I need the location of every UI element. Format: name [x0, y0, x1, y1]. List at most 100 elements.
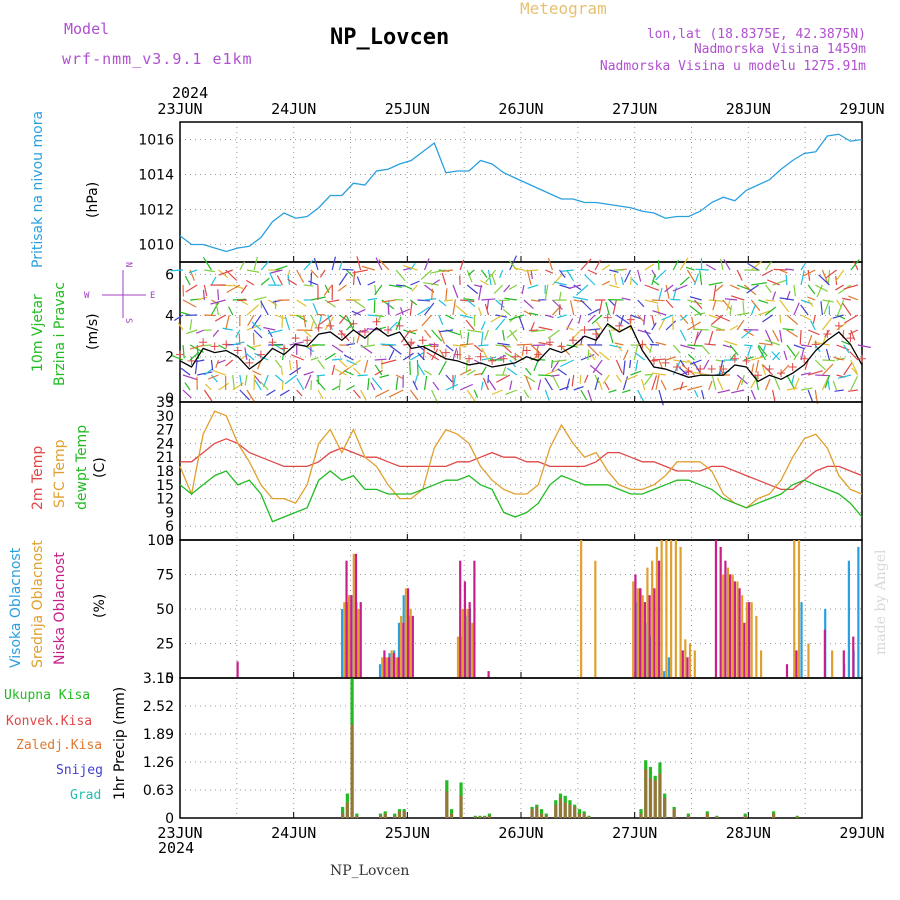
wind-arrow [388, 284, 402, 288]
wind-arrow [296, 299, 307, 307]
wind-arrow [395, 269, 406, 282]
wind-gust-marker [453, 350, 462, 359]
wind-gust-marker [210, 342, 219, 351]
precip-conv-bar [459, 795, 463, 818]
wind-arrow [729, 324, 739, 331]
cloud-mid-bar [655, 546, 659, 678]
cloud-low-bar [738, 588, 741, 678]
compass-rose: W E N S [84, 262, 155, 323]
wind-arrow [812, 314, 816, 324]
wind-arrow [843, 284, 859, 290]
wind-arrow [843, 362, 853, 376]
wind-arrow [319, 269, 326, 278]
wind-arrow [807, 389, 814, 402]
wind-arrow [486, 299, 490, 310]
wind-arrow [800, 304, 809, 316]
precip-conv-bar [393, 815, 397, 818]
wind-arrow [575, 284, 589, 296]
wind-arrow [552, 299, 563, 310]
cloud-mid-bar [722, 574, 725, 678]
wind-gust-marker [303, 336, 312, 345]
cloud-low-bar [388, 657, 391, 678]
cloud-low-bar [406, 588, 410, 678]
wind-arrow [499, 269, 504, 279]
y-tick-label: 18 [156, 464, 174, 480]
wind-gust-marker [696, 365, 705, 374]
cloud-mid-bar [381, 657, 384, 678]
wind-arrow [637, 269, 642, 282]
wind-arrow [402, 264, 418, 271]
wind-arrow [679, 329, 687, 342]
wind-gust-marker [684, 367, 693, 376]
wind-arrow [850, 359, 858, 374]
wind-arrow [710, 314, 724, 326]
wind-gust-marker [407, 338, 416, 347]
wind-arrow [484, 303, 490, 316]
wind-arrow [402, 284, 413, 290]
wind-arrow [239, 374, 243, 387]
wind-arrow [202, 257, 212, 271]
day-label: 29JUN [839, 824, 884, 842]
wind-arrow [431, 329, 443, 342]
wind-arrow [182, 299, 197, 308]
wind-gust-marker [337, 330, 346, 339]
wind-arrow [378, 259, 390, 271]
wind-arrow [580, 258, 592, 271]
wind-arrow [658, 287, 663, 301]
wind-arrow [687, 359, 695, 367]
wind-arrow [608, 299, 616, 307]
temp-ylabel-2: SFC Temp [52, 439, 68, 508]
wind-arrow [649, 344, 653, 354]
wind-arrow [559, 359, 574, 368]
wind-arrow [247, 314, 255, 327]
wind-arrow [736, 269, 743, 281]
day-label: 29JUN [839, 100, 884, 118]
wind-arrow [838, 374, 851, 379]
wind-arrow [608, 329, 614, 344]
wind-arrow [195, 359, 205, 363]
day-label: 25JUN [385, 824, 430, 842]
wind-arrow [202, 289, 205, 301]
wind-arrow [566, 378, 571, 391]
wind-arrow [432, 381, 440, 391]
day-label: 27JUN [612, 100, 657, 118]
cloud-low-bar [729, 574, 732, 678]
wind-arrow [736, 374, 748, 385]
wind-arrow [637, 299, 645, 308]
wind-arrow [310, 269, 319, 279]
wind-arrow [853, 261, 859, 271]
wind-arrow [374, 284, 383, 296]
wind-arrow [602, 374, 610, 384]
wind-arrow [488, 379, 497, 391]
wind-arrow [338, 329, 350, 342]
wind-arrow [523, 374, 536, 383]
wind-arrow [353, 308, 366, 316]
wind-arrow [665, 299, 674, 309]
wind-arrow [276, 275, 283, 286]
y-tick-label: 27 [156, 423, 174, 439]
wind-arrow [779, 314, 782, 324]
wind-arrow [516, 343, 533, 346]
wind-arrow [356, 256, 362, 271]
wind-arrow [331, 385, 341, 391]
wind-arrow [736, 379, 742, 391]
cloud-low-bar [852, 636, 855, 678]
cloud-mid-bar [679, 546, 682, 678]
wind-arrow [459, 259, 465, 271]
wind-arrow [253, 374, 262, 384]
wind-arrow [630, 314, 642, 320]
wind-arrow [598, 380, 603, 391]
wind-arrow [545, 269, 554, 274]
wind-arrow [699, 270, 703, 286]
cloud-low-bar [487, 671, 490, 678]
wind-arrow [621, 297, 631, 301]
wind-arrow [815, 374, 831, 377]
day-label: 24JUN [271, 824, 316, 842]
wind-arrow [498, 299, 510, 302]
y-tick-label: 0 [165, 811, 174, 827]
wind-arrow [822, 359, 835, 362]
wind-gust-marker [372, 317, 381, 326]
wind-arrow [622, 349, 629, 361]
wind-arrow [317, 389, 324, 400]
wind-arrow [445, 383, 459, 391]
